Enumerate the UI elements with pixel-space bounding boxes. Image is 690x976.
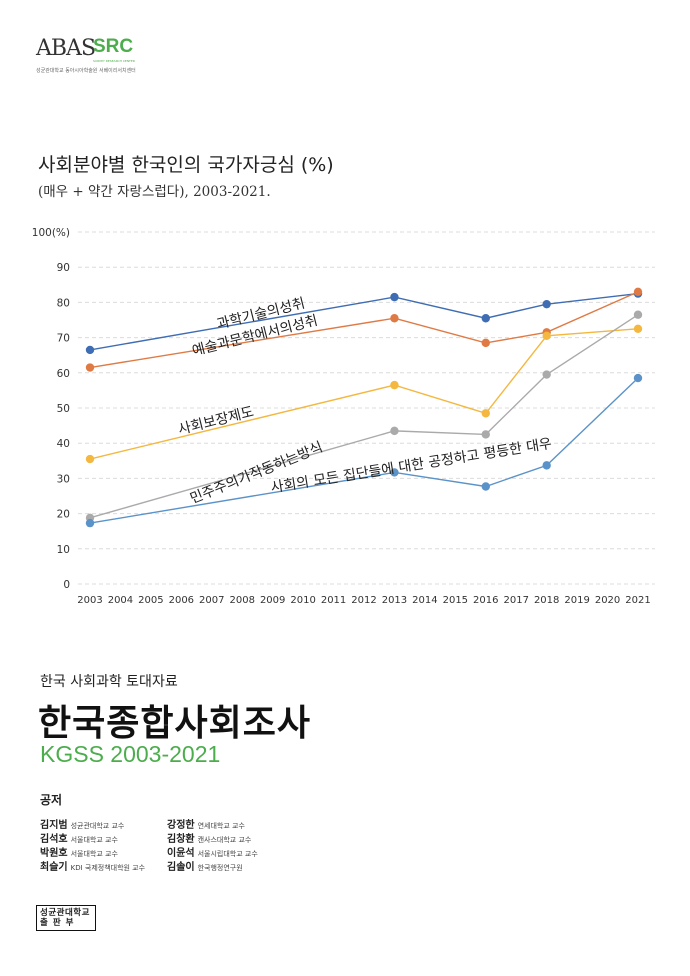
data-point	[633, 324, 643, 333]
author-affiliation: 서울시립대학교 교수	[197, 850, 258, 858]
data-point	[85, 345, 95, 355]
publisher-label: 출판부	[40, 918, 79, 928]
author-name: 김창환	[167, 834, 195, 845]
author-name: 이윤석	[167, 848, 195, 859]
chart-series	[85, 287, 643, 528]
data-point	[633, 287, 643, 297]
publisher-mark: 성균관대학교 출판부	[36, 905, 96, 931]
x-tick-label: 2004	[108, 595, 133, 606]
series-label: 사회보장제도	[177, 404, 256, 438]
book-title: 한국종합사회조사	[38, 703, 311, 744]
x-tick-label: 2020	[595, 595, 620, 606]
author-entry: 김솔이 한국행정연구원	[167, 858, 243, 873]
book-kicker: 한국 사회과학 토대자료	[40, 674, 178, 690]
data-point	[481, 430, 490, 439]
y-tick-label: 20	[57, 509, 70, 521]
src-logo: SRC	[93, 36, 134, 57]
data-point	[542, 461, 551, 470]
x-tick-label: 2016	[473, 595, 498, 606]
data-point	[390, 468, 399, 477]
author-name: 김솔이	[167, 862, 195, 873]
author-affiliation: 서울대학교 교수	[70, 836, 118, 844]
y-tick-label: 10	[57, 544, 70, 556]
data-point	[542, 331, 551, 341]
y-tick-label: 80	[57, 297, 70, 309]
data-point	[390, 292, 399, 302]
author-affiliation: 성균관대학교 교수	[70, 822, 125, 830]
author-entry: 김지범 성균관대학교 교수	[40, 816, 124, 831]
y-axis-ticks: 0 10 20 30 40 50 60 70 80 90 100(%)	[32, 227, 70, 591]
chart-grid	[78, 231, 655, 585]
x-tick-label: 2012	[351, 595, 376, 606]
y-tick-label: 90	[57, 262, 70, 274]
chart-title: 사회분야별 한국인의 국가자긍심 (%)	[38, 154, 334, 176]
x-tick-label: 2015	[443, 595, 468, 606]
author-entry: 김석호 서울대학교 교수	[40, 830, 118, 845]
y-tick-label: 40	[57, 438, 70, 450]
author-affiliation: 서울대학교 교수	[70, 850, 118, 858]
author-entry: 강정한 연세대학교 교수	[167, 816, 245, 831]
data-point	[390, 426, 399, 436]
data-point	[633, 310, 643, 319]
series-line	[89, 314, 639, 519]
author-entry: 김창환 캔사스대학교 교수	[167, 830, 251, 845]
y-tick-label: 60	[57, 368, 70, 380]
x-tick-label: 2011	[321, 595, 346, 606]
logo-caption: 성균관대학교 동아시아학술원 서베이리서치센터	[36, 68, 136, 74]
y-tick-label: 50	[57, 403, 70, 415]
x-tick-label: 2014	[412, 595, 437, 606]
author-affiliation: 캔사스대학교 교수	[197, 836, 252, 844]
author-name: 박원호	[40, 848, 68, 859]
y-tick-label: 100(%)	[32, 227, 70, 239]
data-point	[481, 409, 490, 418]
series-line	[89, 377, 639, 524]
data-point	[85, 518, 95, 528]
publisher-name: 성균관대학교	[40, 908, 90, 918]
x-axis-ticks: 2003 2004 2005 2006 2007 2008 2009 2010 2011 2012…	[77, 595, 650, 606]
x-tick-label: 2008	[229, 595, 254, 606]
author-affiliation: 한국행정연구원	[197, 864, 243, 872]
x-tick-label: 2021	[625, 595, 650, 606]
data-point	[481, 338, 490, 348]
x-tick-label: 2003	[77, 595, 102, 606]
author-entry: 최슬기 KDI 국제정책대학원 교수	[40, 858, 145, 873]
author-affiliation: 연세대학교 교수	[197, 822, 245, 830]
y-tick-label: 0	[63, 579, 70, 591]
author-affiliation: KDI 국제정책대학원 교수	[70, 864, 146, 872]
chart-subtitle: (매우 + 약간 자랑스럽다), 2003-2021.	[38, 184, 271, 200]
author-entry: 이윤석 서울시립대학교 교수	[167, 844, 258, 859]
series-label: 민주주의가작동하는방식	[188, 439, 325, 507]
data-point	[633, 373, 643, 383]
x-tick-label: 2018	[534, 595, 559, 606]
x-tick-label: 2006	[169, 595, 194, 606]
y-tick-label: 70	[57, 333, 70, 345]
src-logo-subtitle: SURVEY RESEARCH CENTER	[93, 59, 135, 63]
data-point	[542, 370, 551, 379]
abas-logo: ABAS	[36, 36, 96, 61]
data-point	[481, 482, 490, 491]
data-point	[85, 454, 95, 464]
author-name: 최슬기	[40, 862, 68, 873]
x-tick-label: 2007	[199, 595, 224, 606]
x-tick-label: 2019	[564, 595, 589, 606]
author-name: 강정한	[167, 820, 195, 831]
data-point	[390, 380, 399, 390]
data-point	[481, 314, 490, 323]
data-point	[85, 363, 95, 372]
x-tick-label: 2010	[290, 595, 315, 606]
x-tick-label: 2013	[382, 595, 407, 606]
authors-heading: 공저	[40, 793, 63, 807]
author-name: 김석호	[40, 834, 68, 845]
x-tick-label: 2005	[138, 595, 163, 606]
x-tick-label: 2009	[260, 595, 285, 606]
y-tick-label: 30	[57, 473, 70, 485]
data-point	[542, 299, 551, 309]
author-entry: 박원호 서울대학교 교수	[40, 844, 118, 859]
data-point	[390, 314, 399, 323]
book-english-title: KGSS 2003-2021	[40, 741, 221, 767]
x-tick-label: 2017	[503, 595, 528, 606]
author-name: 김지범	[40, 820, 68, 831]
